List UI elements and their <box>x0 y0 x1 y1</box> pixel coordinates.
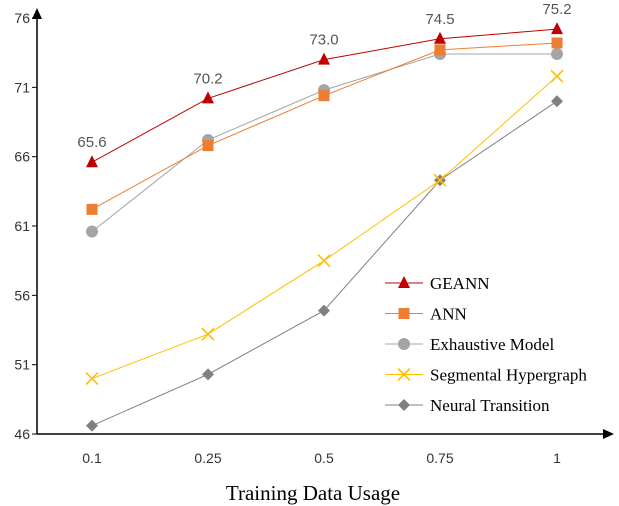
data-label: 70.2 <box>193 70 222 87</box>
data-point <box>318 52 330 65</box>
data-point <box>551 48 563 61</box>
series-line <box>91 42 558 210</box>
data-point <box>86 203 98 215</box>
legend-item: Segmental Hypergraph <box>385 366 587 385</box>
legend-label: Exhaustive Model <box>430 335 554 354</box>
legend-item: ANN <box>385 305 467 324</box>
data-point <box>86 225 98 238</box>
x-tick-label: 0.25 <box>194 450 221 466</box>
x-tick-label: 0.1 <box>82 450 102 466</box>
data-label: 73.0 <box>309 32 338 49</box>
y-tick-label: 56 <box>14 287 30 303</box>
data-point <box>551 22 563 35</box>
data-point <box>433 173 447 187</box>
data-label: 74.5 <box>425 11 454 28</box>
data-point <box>202 91 214 104</box>
y-tick-label: 76 <box>14 10 30 26</box>
y-tick-label: 61 <box>14 218 30 234</box>
x-tick-label: 0.5 <box>314 450 334 466</box>
legend-marker <box>398 276 410 288</box>
legend-marker <box>398 338 410 350</box>
legend-label: ANN <box>430 305 467 324</box>
x-tick-label: 0.75 <box>426 450 453 466</box>
series-geann: 65.6 70.2 73.0 74.5 75.2 <box>77 1 572 168</box>
x-axis-label: Training Data Usage <box>226 481 400 505</box>
legend-item: GEANN <box>385 274 490 293</box>
legend-item: Neural Transition <box>385 396 550 415</box>
data-point <box>434 44 446 56</box>
series-line <box>91 75 558 380</box>
legend-marker <box>397 367 411 382</box>
x-axis-arrow-icon <box>603 429 614 439</box>
data-point <box>202 140 214 152</box>
data-label: 75.2 <box>542 1 571 18</box>
data-label: 65.6 <box>77 134 106 151</box>
data-point <box>202 368 214 381</box>
series-line <box>91 53 557 232</box>
series-ann <box>86 37 563 215</box>
series-segmental-hypergraph <box>85 69 564 386</box>
y-tick-label: 66 <box>14 149 30 165</box>
legend-item: Exhaustive Model <box>385 335 554 354</box>
x-tick-label: 1 <box>553 450 561 466</box>
y-tick-label: 51 <box>14 357 30 373</box>
data-point <box>318 90 330 102</box>
legend-label: GEANN <box>430 274 490 293</box>
data-point <box>550 69 564 83</box>
y-tick-label: 71 <box>14 79 30 95</box>
y-axis-arrow-icon <box>32 8 42 19</box>
data-point <box>318 304 330 317</box>
data-point <box>86 419 98 432</box>
data-point <box>85 371 99 386</box>
data-point <box>317 254 331 268</box>
series-exhaustive-model <box>86 48 563 238</box>
legend-label: Segmental Hypergraph <box>430 366 587 385</box>
legend-marker <box>398 308 410 319</box>
legend-label: Neural Transition <box>430 396 550 415</box>
legend-marker <box>398 399 410 411</box>
data-point <box>551 95 563 108</box>
data-point <box>201 327 215 341</box>
data-point <box>86 155 98 168</box>
y-tick-label: 46 <box>14 426 30 442</box>
data-point <box>434 31 446 44</box>
data-point <box>551 37 563 49</box>
